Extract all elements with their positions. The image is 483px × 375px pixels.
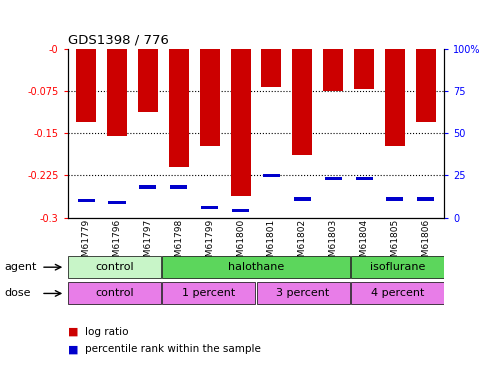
Text: halothane: halothane	[228, 262, 284, 272]
Bar	[140, 186, 156, 189]
Text: ■: ■	[68, 345, 78, 354]
Text: 3 percent: 3 percent	[276, 288, 330, 298]
Bar	[323, 49, 343, 91]
Text: percentile rank within the sample: percentile rank within the sample	[85, 345, 260, 354]
Bar	[170, 186, 187, 189]
Text: 1 percent: 1 percent	[182, 288, 236, 298]
Bar	[386, 197, 403, 201]
Bar	[162, 256, 350, 278]
Bar	[230, 49, 251, 196]
Bar	[354, 49, 374, 89]
Text: control: control	[96, 288, 134, 298]
Text: ■: ■	[68, 327, 78, 337]
Bar	[201, 206, 218, 209]
Bar	[162, 282, 256, 304]
Bar	[138, 49, 158, 112]
Bar	[263, 174, 280, 177]
Text: agent: agent	[5, 262, 37, 272]
Bar	[232, 209, 249, 212]
Bar	[256, 282, 350, 304]
Bar	[68, 282, 161, 304]
Text: 4 percent: 4 percent	[370, 288, 424, 298]
Bar	[199, 49, 220, 146]
Bar	[385, 49, 405, 146]
Text: dose: dose	[5, 288, 31, 298]
Bar	[325, 177, 341, 180]
Bar	[416, 49, 436, 122]
Bar	[351, 256, 444, 278]
Text: control: control	[96, 262, 134, 272]
Bar	[68, 256, 161, 278]
Text: log ratio: log ratio	[85, 327, 128, 337]
Bar	[76, 49, 96, 122]
Bar	[417, 197, 434, 201]
Bar	[109, 201, 126, 204]
Text: GDS1398 / 776: GDS1398 / 776	[68, 33, 169, 46]
Bar	[78, 199, 95, 202]
Bar	[107, 49, 127, 136]
Bar	[169, 49, 189, 167]
Bar	[292, 49, 313, 154]
Bar	[261, 49, 282, 87]
Text: isoflurane: isoflurane	[369, 262, 425, 272]
Bar	[351, 282, 444, 304]
Bar	[294, 197, 311, 201]
Bar	[355, 177, 372, 180]
